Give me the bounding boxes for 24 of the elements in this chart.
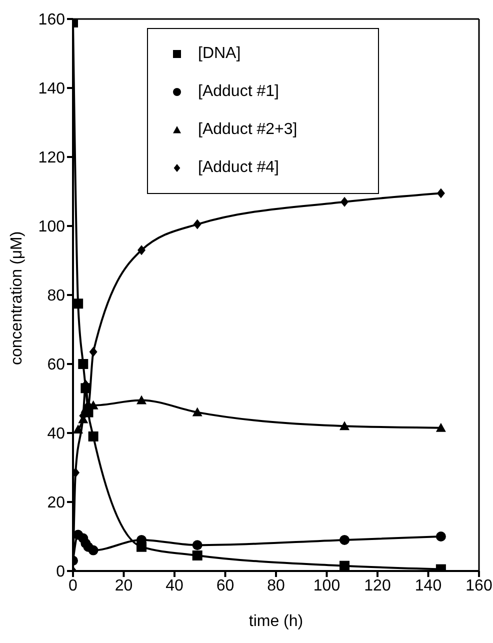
y-tick-label: 120 [38,150,66,167]
y-tick-label: 0 [56,564,66,581]
y-tick-label: 100 [38,218,66,236]
y-tick-label: 60 [47,356,66,374]
x-tick-label: 80 [267,577,285,594]
y-tick-label: 40 [47,426,66,443]
x-tick-label: 60 [216,577,234,594]
x-tick-label: 40 [166,577,184,594]
legend-label: [Adduct #4] [198,159,279,177]
legend-label: [Adduct #2+3] [198,121,298,139]
x-tick-label: 20 [114,577,133,594]
x-tick-label: 100 [313,577,340,594]
y-axis-title: concentration (μM) [8,231,26,365]
legend-label: [DNA] [198,45,241,63]
x-tick-label: 140 [414,577,442,594]
x-axis-title: time (h) [248,613,304,630]
y-tick-label: 140 [38,80,66,98]
y-tick-label: 20 [47,494,66,512]
x-tick-label: 0 [68,577,78,594]
x-tick-label: 120 [364,577,391,594]
y-tick-label: 160 [38,12,66,29]
x-tick-label: 160 [466,577,492,594]
y-tick-label: 80 [47,288,66,305]
legend-label: [Adduct #1] [198,83,279,101]
